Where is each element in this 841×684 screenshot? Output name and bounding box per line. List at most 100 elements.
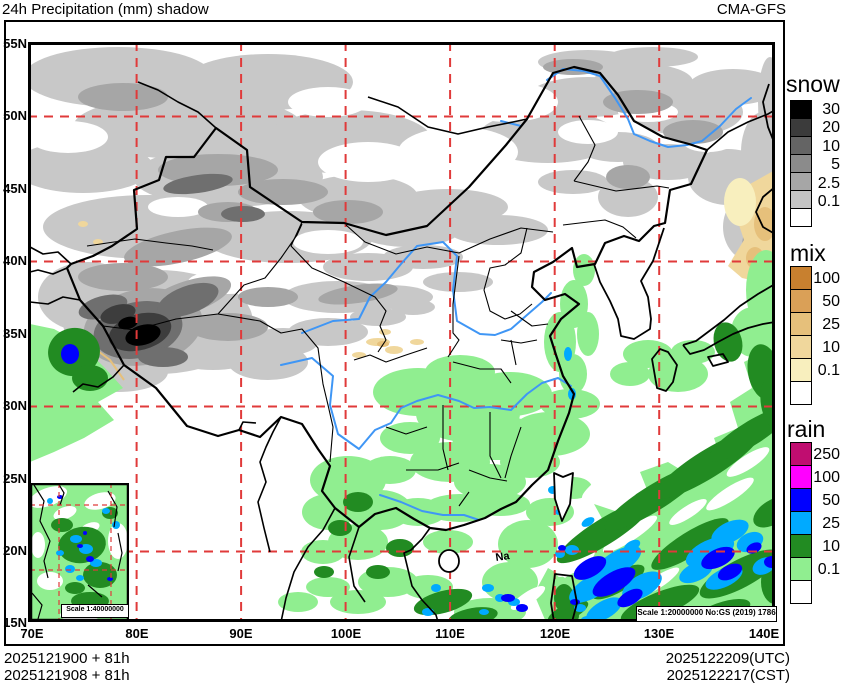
lat-label-50n: 50N (3, 108, 27, 123)
mix-legend-swatches (790, 266, 812, 405)
mix-level: 100 (813, 269, 840, 287)
grid-lines (28, 42, 775, 622)
mix-level: 50 (822, 292, 840, 310)
inset-grid (30, 483, 129, 621)
rain-legend-title: rain (787, 416, 826, 442)
lat-label-20n: 20N (3, 543, 27, 558)
run-time-cst: 2025121908 + 81h (4, 667, 130, 684)
lon-label-100e: 100E (330, 626, 362, 641)
mix-swatch (790, 266, 812, 290)
honshu-coast (682, 283, 775, 367)
lon-label-140e: 140E (748, 626, 780, 641)
rain-legend-labels: 250 100 50 25 10 0.1 (812, 443, 840, 582)
lon-label-90e: 90E (229, 626, 253, 641)
snow-level: 10 (822, 137, 840, 155)
mix-level: 25 (822, 315, 840, 333)
precipitation-map: Na (28, 42, 775, 622)
lat-label-30n: 30N (3, 398, 27, 413)
pearl-river (379, 494, 480, 521)
snow-swatch (790, 172, 812, 191)
snow-swatch (790, 154, 812, 173)
outer-frame (4, 20, 785, 646)
snow-level: 30 (822, 100, 840, 118)
lat-label-15n: 15N (3, 615, 27, 630)
rivers-layer (280, 68, 752, 521)
snow-swatch (790, 190, 812, 209)
run-time-utc: 2025121900 + 81h (4, 650, 130, 667)
rain-level: 25 (822, 515, 840, 533)
snow-swatch (790, 118, 812, 137)
map-frame (28, 42, 775, 622)
snow-level: 20 (822, 119, 840, 136)
snow-legend-swatches (790, 100, 812, 227)
mix-swatch (790, 289, 812, 313)
lat-label-25n: 25N (3, 471, 27, 486)
main-scale-label: Scale 1:20000000 No:GS (2019) 1786 (636, 606, 777, 622)
korea-coast (593, 227, 665, 340)
china-border (65, 65, 709, 532)
snow-level: 5 (831, 156, 840, 173)
rain-level: 10 (822, 538, 840, 556)
lon-label-120e: 120E (539, 626, 571, 641)
rain-level: 50 (822, 491, 840, 509)
valid-time-utc: 2025122209(UTC) (665, 650, 790, 667)
rain-level: 250 (813, 445, 840, 463)
snow-swatch (790, 208, 812, 227)
snow-gap-layer (28, 82, 733, 294)
hainan-coast (438, 549, 460, 573)
snow-swatch (790, 136, 812, 155)
lat-label-45n: 45N (3, 181, 27, 196)
mix-level: 0.1 (817, 362, 840, 380)
inset-scale-label: Scale 1:40000000 (61, 604, 129, 618)
rain-legend-swatches (790, 442, 812, 604)
south-china-sea-inset (30, 483, 129, 621)
map-label-na: Na (495, 550, 511, 564)
mix-legend-labels: 100 50 25 10 0.1 (812, 267, 840, 383)
rain-swatch (790, 534, 812, 558)
foreign-borders (29, 81, 775, 622)
boundaries-layer (29, 65, 775, 622)
rain-swatch (790, 465, 812, 489)
rain-swatch (790, 511, 812, 535)
province-borders (86, 115, 670, 507)
rain-level: 0.1 (817, 561, 840, 579)
model-name: CMA-GFS (716, 1, 786, 18)
mix-swatch (790, 358, 812, 382)
lon-label-70e: 70E (20, 626, 44, 641)
mix-swatch (790, 312, 812, 336)
rain-level: 100 (813, 468, 840, 486)
mix-legend-title: mix (790, 240, 826, 266)
yangtze-river (280, 357, 572, 450)
lon-label-130e: 130E (643, 626, 675, 641)
lat-label-35n: 35N (3, 326, 27, 341)
rain-swatch (790, 580, 812, 604)
coastlines (438, 83, 775, 622)
hokkaido-coast (755, 186, 775, 235)
yellow-river (301, 241, 552, 336)
luzon-coast (550, 573, 578, 622)
snow-legend-title: snow (786, 71, 840, 97)
lat-label-40n: 40N (3, 253, 27, 268)
lon-label-80e: 80E (125, 626, 149, 641)
sakhalin-coast (762, 83, 775, 143)
taiwan-coast (553, 472, 574, 522)
lon-label-110e: 110E (435, 626, 465, 641)
lat-label-55n: 55N (3, 36, 27, 51)
rain-swatch (790, 442, 812, 466)
valid-time-cst: 2025122217(CST) (666, 667, 790, 684)
rain-swatch (790, 488, 812, 512)
kyushu-coast (651, 348, 678, 392)
inset-cyan-rain (47, 498, 120, 581)
snow-level: 0.1 (817, 193, 840, 210)
inset-frame (30, 483, 129, 621)
snow-level: 2.5 (817, 174, 840, 192)
snow-legend-labels: 30 20 10 5 2.5 0.1 (812, 101, 840, 212)
mix-swatch (790, 381, 812, 405)
amur-river (500, 68, 752, 148)
mix-level: 10 (822, 339, 840, 357)
mix-swatch (790, 335, 812, 359)
rain-swatch (790, 557, 812, 581)
snow-swatch (790, 100, 812, 119)
page-title: 24h Precipitation (mm) shadow (2, 1, 209, 18)
